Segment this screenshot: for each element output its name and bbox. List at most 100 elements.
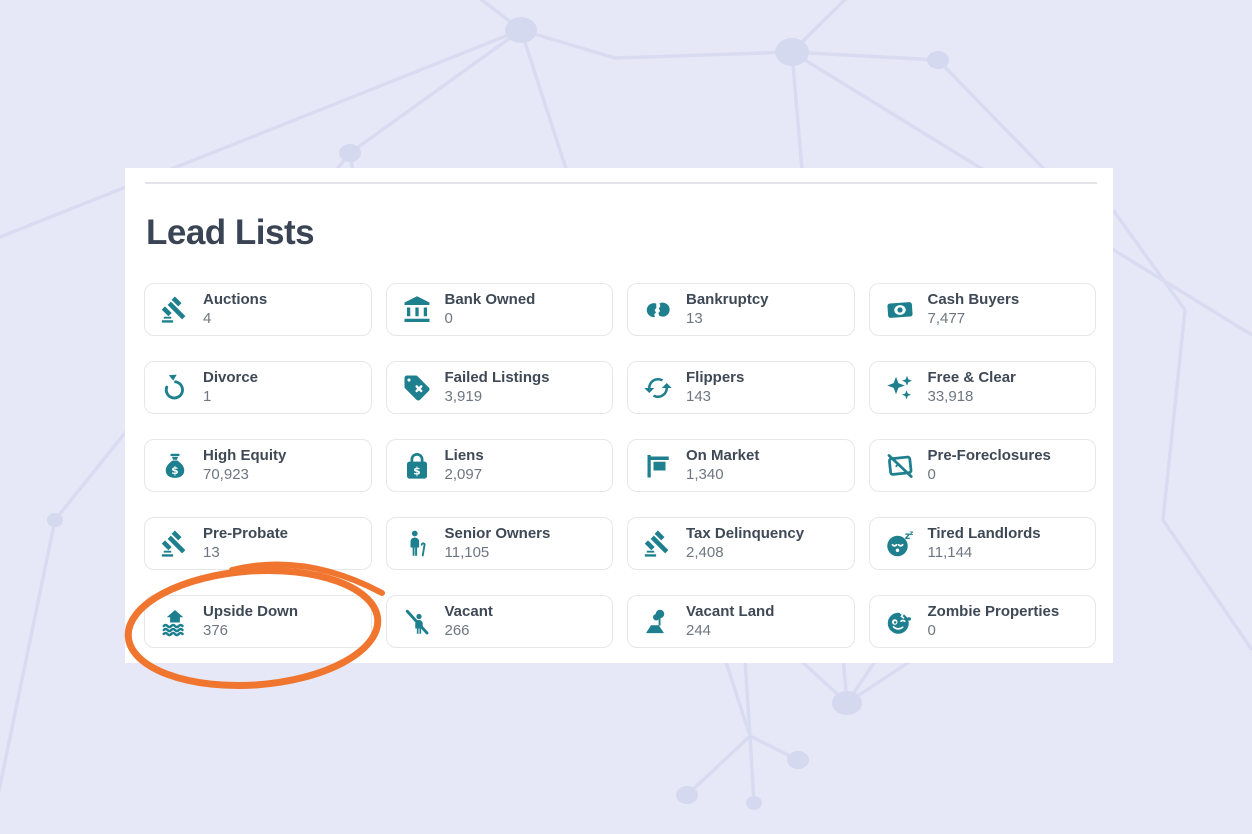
lead-list-label: Bank Owned	[444, 291, 536, 309]
card-text: Free & Clear 33,918	[928, 369, 1016, 406]
lead-list-label: Vacant Land	[686, 603, 775, 621]
lead-list-label: Pre-Probate	[203, 525, 289, 543]
bank-icon	[402, 295, 432, 325]
lead-list-count: 7,477	[927, 309, 966, 327]
no-person-icon	[402, 607, 432, 637]
card-text: Senior Owners 11,105	[445, 525, 551, 562]
zombie-face-icon	[885, 607, 915, 637]
lead-list-card-high-equity[interactable]: High Equity 70,923	[144, 439, 372, 492]
lead-list-label: Cash Buyers	[927, 291, 1020, 309]
lead-list-label: Tax Delinquency	[686, 525, 805, 543]
lead-list-count: 2,408	[686, 543, 724, 561]
lead-list-count: 4	[203, 309, 212, 327]
lead-list-count: 70,923	[203, 465, 249, 483]
card-text: Liens 2,097	[445, 447, 484, 484]
money-bag-icon	[160, 451, 190, 481]
lead-list-card-liens[interactable]: Liens 2,097	[385, 439, 613, 492]
lead-list-card-pre-probate[interactable]: Pre-Probate 13	[144, 517, 372, 570]
lead-list-label: Liens	[444, 447, 484, 465]
lead-list-card-pre-foreclosures[interactable]: Pre-Foreclosures 0	[868, 439, 1096, 492]
card-text: Flippers 143	[686, 369, 744, 406]
lead-list-card-bankruptcy[interactable]: Bankruptcy 13	[627, 283, 855, 336]
card-text: Bank Owned 0	[445, 291, 536, 328]
lead-list-count: 33,918	[927, 387, 974, 405]
broken-ring-icon	[160, 373, 190, 403]
lead-list-card-divorce[interactable]: Divorce 1	[144, 361, 372, 414]
lead-list-card-vacant-land[interactable]: Vacant Land 244	[627, 595, 855, 648]
card-text: Cash Buyers 7,477	[928, 291, 1020, 328]
gavel-icon	[160, 295, 190, 325]
card-text: Zombie Properties 0	[928, 603, 1060, 640]
lead-list-count: 3,919	[444, 387, 483, 405]
lead-list-label: Zombie Properties	[927, 603, 1060, 621]
page-title: Lead Lists	[146, 213, 315, 253]
lock-dollar-icon	[402, 451, 432, 481]
card-text: High Equity 70,923	[203, 447, 286, 484]
lead-list-label: Flippers	[686, 369, 745, 387]
sleeping-face-icon	[885, 529, 915, 559]
lead-list-label: High Equity	[203, 447, 287, 465]
lead-list-label: Bankruptcy	[686, 291, 769, 309]
lead-list-count: 11,144	[927, 543, 973, 561]
card-text: Tax Delinquency 2,408	[686, 525, 804, 562]
lead-list-count: 13	[686, 309, 703, 327]
flooded-house-icon	[160, 607, 190, 637]
card-text: Upside Down 376	[203, 603, 298, 640]
lead-lists-panel: Lead Lists Auctions 4 Bank Owned 0 Bankr…	[125, 168, 1113, 663]
lead-list-label: Auctions	[203, 291, 268, 309]
lead-list-count: 0	[927, 621, 936, 639]
lead-list-card-bank-owned[interactable]: Bank Owned 0	[385, 283, 613, 336]
sparkles-icon	[885, 373, 915, 403]
card-text: Pre-Probate 13	[203, 525, 288, 562]
lead-list-count: 376	[203, 621, 229, 639]
lead-list-count: 11,105	[444, 543, 490, 561]
lead-list-card-failed-listings[interactable]: Failed Listings 3,919	[385, 361, 613, 414]
card-text: Pre-Foreclosures 0	[928, 447, 1051, 484]
gavel-icon	[160, 529, 190, 559]
lead-list-card-vacant[interactable]: Vacant 266	[385, 595, 613, 648]
yard-sign-icon	[643, 451, 673, 481]
lead-list-card-auctions[interactable]: Auctions 4	[144, 283, 372, 336]
card-text: Bankruptcy 13	[686, 291, 769, 328]
lead-list-label: Pre-Foreclosures	[927, 447, 1051, 465]
broken-piggy-bank-icon	[643, 295, 673, 325]
lead-list-card-tax-delinquency[interactable]: Tax Delinquency 2,408	[627, 517, 855, 570]
lead-list-count: 1	[203, 387, 212, 405]
lead-list-card-tired-landlords[interactable]: Tired Landlords 11,144	[868, 517, 1096, 570]
cash-bill-icon	[885, 295, 915, 325]
card-text: Tired Landlords 11,144	[928, 525, 1041, 562]
card-text: On Market 1,340	[686, 447, 759, 484]
lead-list-label: Divorce	[203, 369, 259, 387]
lead-list-label: Tired Landlords	[927, 525, 1041, 543]
card-text: Divorce 1	[203, 369, 258, 406]
lead-list-card-upside-down[interactable]: Upside Down 376	[144, 595, 372, 648]
lead-list-count: 0	[444, 309, 453, 327]
senior-person-icon	[402, 529, 432, 559]
lead-list-card-zombie-properties[interactable]: Zombie Properties 0	[868, 595, 1096, 648]
card-text: Vacant Land 244	[686, 603, 774, 640]
card-text: Vacant 266	[445, 603, 493, 640]
lead-list-label: Senior Owners	[444, 525, 551, 543]
lead-list-card-free-clear[interactable]: Free & Clear 33,918	[868, 361, 1096, 414]
lead-list-count: 244	[686, 621, 712, 639]
lead-list-label: On Market	[686, 447, 760, 465]
lead-list-count: 13	[203, 543, 220, 561]
lead-list-count: 0	[927, 465, 936, 483]
card-text: Auctions 4	[203, 291, 267, 328]
gavel-icon	[643, 529, 673, 559]
lead-list-card-senior-owners[interactable]: Senior Owners 11,105	[385, 517, 613, 570]
lead-lists-grid: Auctions 4 Bank Owned 0 Bankruptcy 13 Ca…	[144, 283, 1096, 648]
crossed-frame-icon	[885, 451, 915, 481]
lead-list-card-cash-buyers[interactable]: Cash Buyers 7,477	[868, 283, 1096, 336]
lead-list-count: 2,097	[444, 465, 483, 483]
lead-list-card-on-market[interactable]: On Market 1,340	[627, 439, 855, 492]
card-text: Failed Listings 3,919	[445, 369, 550, 406]
lead-list-label: Vacant	[444, 603, 493, 621]
lead-list-label: Free & Clear	[927, 369, 1016, 387]
lead-list-label: Upside Down	[203, 603, 299, 621]
lead-list-label: Failed Listings	[444, 369, 550, 387]
lead-list-count: 266	[444, 621, 470, 639]
lead-list-card-flippers[interactable]: Flippers 143	[627, 361, 855, 414]
lead-list-count: 1,340	[686, 465, 724, 483]
tag-x-icon	[402, 373, 432, 403]
